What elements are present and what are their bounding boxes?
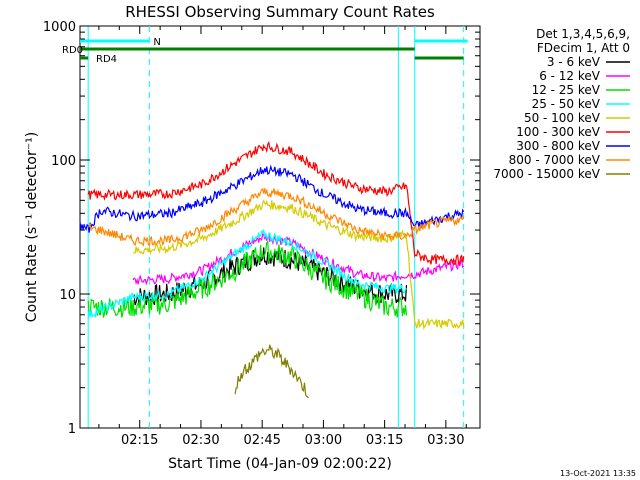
series-line [132, 232, 465, 286]
x-tick-label: 02:30 [182, 433, 219, 448]
series-line [132, 199, 465, 331]
legend-entry-label: 6 - 12 keV [539, 69, 601, 83]
x-axis: 02:15 02:30 02:45 03:00 03:15 03:30 [98, 26, 467, 448]
series-line [234, 344, 310, 399]
legend-entry-label: 50 - 100 keV [524, 111, 601, 125]
y-axis-label: Count Rate (s⁻¹ detector⁻¹) [24, 132, 40, 322]
flag-label: RD0 [62, 45, 83, 56]
legend-entry-label: 800 - 7000 keV [509, 153, 601, 167]
series-line [87, 229, 407, 319]
legend-entry-label: 100 - 300 keV [516, 125, 600, 139]
x-tick-label: 02:45 [243, 433, 280, 448]
x-tick-label: 02:15 [121, 433, 158, 448]
series-line [87, 141, 465, 266]
flag-bars: N RD0 RD4 [62, 37, 468, 65]
series-line [79, 164, 465, 233]
legend: Det 1,3,4,5,6,9,FDecim 1, Att 03 - 6 keV… [493, 27, 630, 181]
legend-entry-label: 3 - 6 keV [547, 55, 601, 69]
x-tick-label: 03:30 [427, 433, 464, 448]
legend-header-line: Det 1,3,4,5,6,9, [536, 27, 630, 41]
series-lines [79, 141, 465, 399]
y-axis: 1 10 100 1000 [43, 20, 480, 437]
legend-entry-label: 12 - 25 keV [532, 83, 601, 97]
x-axis-label: Start Time (04-Jan-09 02:00:22) [168, 456, 392, 472]
legend-entry-label: 25 - 50 keV [532, 97, 601, 111]
chart-title: RHESSI Observing Summary Count Rates [125, 3, 435, 21]
footer-timestamp: 13-Oct-2021 13:35 [560, 469, 636, 478]
series-line [87, 240, 408, 318]
legend-entry-label: 7000 - 15000 keV [493, 167, 600, 181]
y-tick-label: 100 [51, 154, 76, 169]
flag-label: N [153, 37, 160, 48]
y-tick-label: 1 [68, 422, 76, 437]
x-tick-label: 03:15 [366, 433, 403, 448]
series-line [87, 187, 465, 247]
vertical-markers [87, 26, 465, 428]
legend-entry-label: 300 - 800 keV [516, 139, 600, 153]
y-tick-label: 10 [59, 288, 76, 303]
plot-frame [79, 25, 481, 429]
y-tick-label: 1000 [43, 20, 76, 35]
x-tick-label: 03:00 [305, 433, 342, 448]
legend-header-line: FDecim 1, Att 0 [537, 41, 630, 55]
flag-label: RD4 [96, 54, 117, 65]
